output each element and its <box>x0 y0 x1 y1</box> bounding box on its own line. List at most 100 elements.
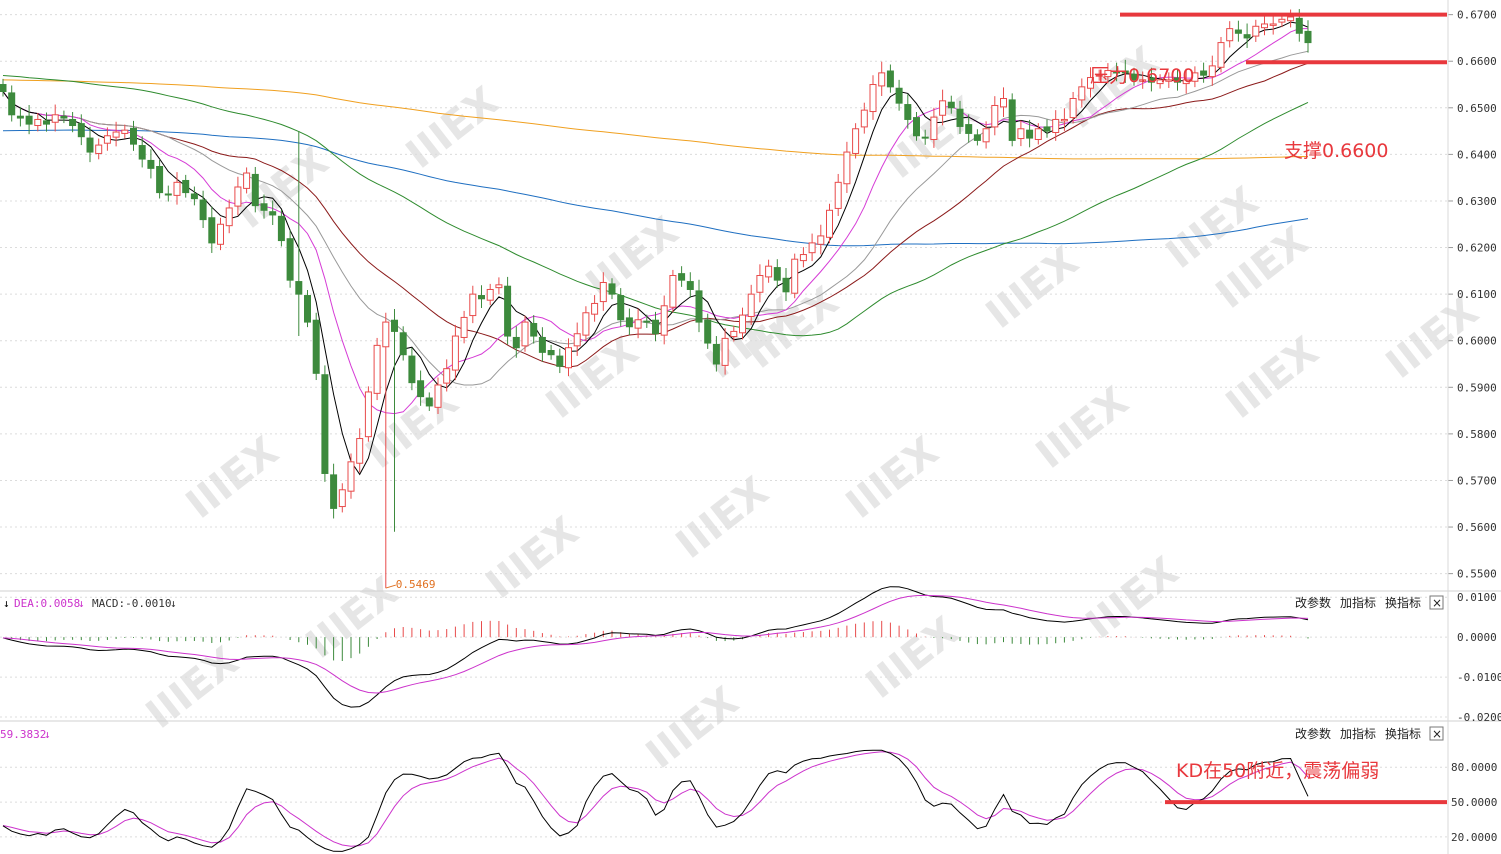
candle-body <box>1208 65 1216 78</box>
candle-body <box>60 115 68 119</box>
watermark-text: IIIEX <box>478 508 587 608</box>
candle-body <box>1060 118 1068 122</box>
candle-body <box>869 84 877 113</box>
ma-line-60 <box>2 75 1309 337</box>
kd-close-button[interactable]: × <box>1429 726 1444 741</box>
candle-body <box>591 302 599 315</box>
kd-toolbar: 改参数 加指标 换指标 × <box>1295 726 1444 741</box>
candle-body <box>634 319 642 329</box>
candle-body <box>817 235 825 245</box>
watermark-text: IIIEX <box>1078 548 1187 648</box>
watermark-text: IIIEX <box>1218 328 1327 428</box>
candle-body <box>1191 72 1199 82</box>
candle-body <box>660 305 668 336</box>
candle-body <box>469 293 477 317</box>
dea-arrow-icon: ↓ <box>78 597 85 610</box>
candle-body <box>878 72 886 87</box>
candle-body <box>1139 79 1147 82</box>
candle-body <box>808 242 816 254</box>
candle-body <box>1147 77 1155 83</box>
candle-body <box>982 128 990 143</box>
annotation-levels <box>1120 12 1447 65</box>
price-tick-label: 0.6400 <box>1457 148 1497 161</box>
candle-body <box>834 181 842 209</box>
kd-tick-label: 80.0000 <box>1451 761 1497 774</box>
candle-body <box>956 108 964 127</box>
candle-body <box>730 330 738 338</box>
candle-body <box>756 275 764 293</box>
candle-body <box>321 374 329 474</box>
kd-indicator <box>2 749 1447 852</box>
candle-body <box>16 115 24 119</box>
candle-body <box>34 118 42 127</box>
candle-body <box>547 350 555 356</box>
support-annotation: 支撑0.6600 <box>1284 140 1388 162</box>
candle-body <box>8 92 16 116</box>
kd-switch-indicator-button[interactable]: 换指标 <box>1385 726 1421 741</box>
candle-body <box>965 124 973 134</box>
candle-body <box>599 281 607 303</box>
candle-body <box>1295 17 1303 34</box>
candle-body <box>852 128 860 154</box>
candle-body <box>312 319 320 374</box>
candle-body <box>382 321 390 348</box>
d-line <box>2 751 1309 847</box>
candle-body <box>225 207 233 227</box>
macd-tick-label: -0.0200 <box>1457 711 1501 724</box>
macd-edit-params-button[interactable]: 改参数 <box>1295 595 1331 610</box>
candle-body <box>86 137 94 153</box>
macd-add-indicator-button[interactable]: 加指标 <box>1340 595 1376 610</box>
macd-switch-indicator-button[interactable]: 换指标 <box>1385 595 1421 610</box>
candle-body <box>1287 16 1295 22</box>
candle-body <box>69 118 77 127</box>
kd-edit-params-button[interactable]: 改参数 <box>1295 726 1331 741</box>
candle-body <box>399 332 407 356</box>
candle-body <box>486 288 494 301</box>
candle-body <box>860 109 868 128</box>
kd-add-indicator-button[interactable]: 加指标 <box>1340 726 1376 741</box>
close-icon[interactable] <box>1429 726 1444 741</box>
candle-body <box>1069 97 1077 119</box>
candle-body <box>739 314 746 334</box>
dea-value: DEA:0.0058 <box>14 597 80 610</box>
candle-body <box>112 131 120 138</box>
dea-line <box>2 594 1309 694</box>
candle-body <box>704 319 712 344</box>
price-tick-label: 0.5800 <box>1457 428 1497 441</box>
candle-body <box>1130 73 1138 81</box>
candle-body <box>25 115 33 125</box>
candle-body <box>1304 30 1312 44</box>
kd-arrow-icon: ↓ <box>44 728 51 741</box>
candle-body <box>826 209 833 238</box>
candle-body <box>182 179 190 194</box>
candle-body <box>712 343 720 365</box>
candle-body <box>1278 18 1286 23</box>
candle-body <box>356 438 364 464</box>
candle-body <box>1156 79 1164 85</box>
candle-body <box>425 397 433 407</box>
candle-body <box>164 193 172 196</box>
candle-body <box>939 100 947 116</box>
close-icon[interactable] <box>1429 595 1444 610</box>
candle-body <box>538 336 546 353</box>
candle-body <box>1182 79 1190 85</box>
close-glyph: × <box>1432 596 1442 610</box>
macd-indicator <box>2 586 1309 708</box>
candle-body <box>0 84 7 93</box>
candle-body <box>1217 42 1225 68</box>
candle-body <box>1269 23 1277 26</box>
candle-body <box>1174 77 1181 83</box>
candle-body <box>686 281 694 290</box>
macd-close-button[interactable]: × <box>1429 595 1444 610</box>
candle-body <box>495 284 503 289</box>
candle-body <box>556 355 564 367</box>
macd-toolbar: 改参数 加指标 换指标 × <box>1295 595 1444 610</box>
low-marker: 0.5469 <box>385 578 436 591</box>
candle-body <box>121 129 129 134</box>
macd-value: MACD:-0.0010 <box>92 597 171 610</box>
candle-body <box>417 380 425 398</box>
watermark-text: IIIEX <box>298 568 407 668</box>
candle-body <box>895 87 903 104</box>
candle-body <box>391 319 398 332</box>
